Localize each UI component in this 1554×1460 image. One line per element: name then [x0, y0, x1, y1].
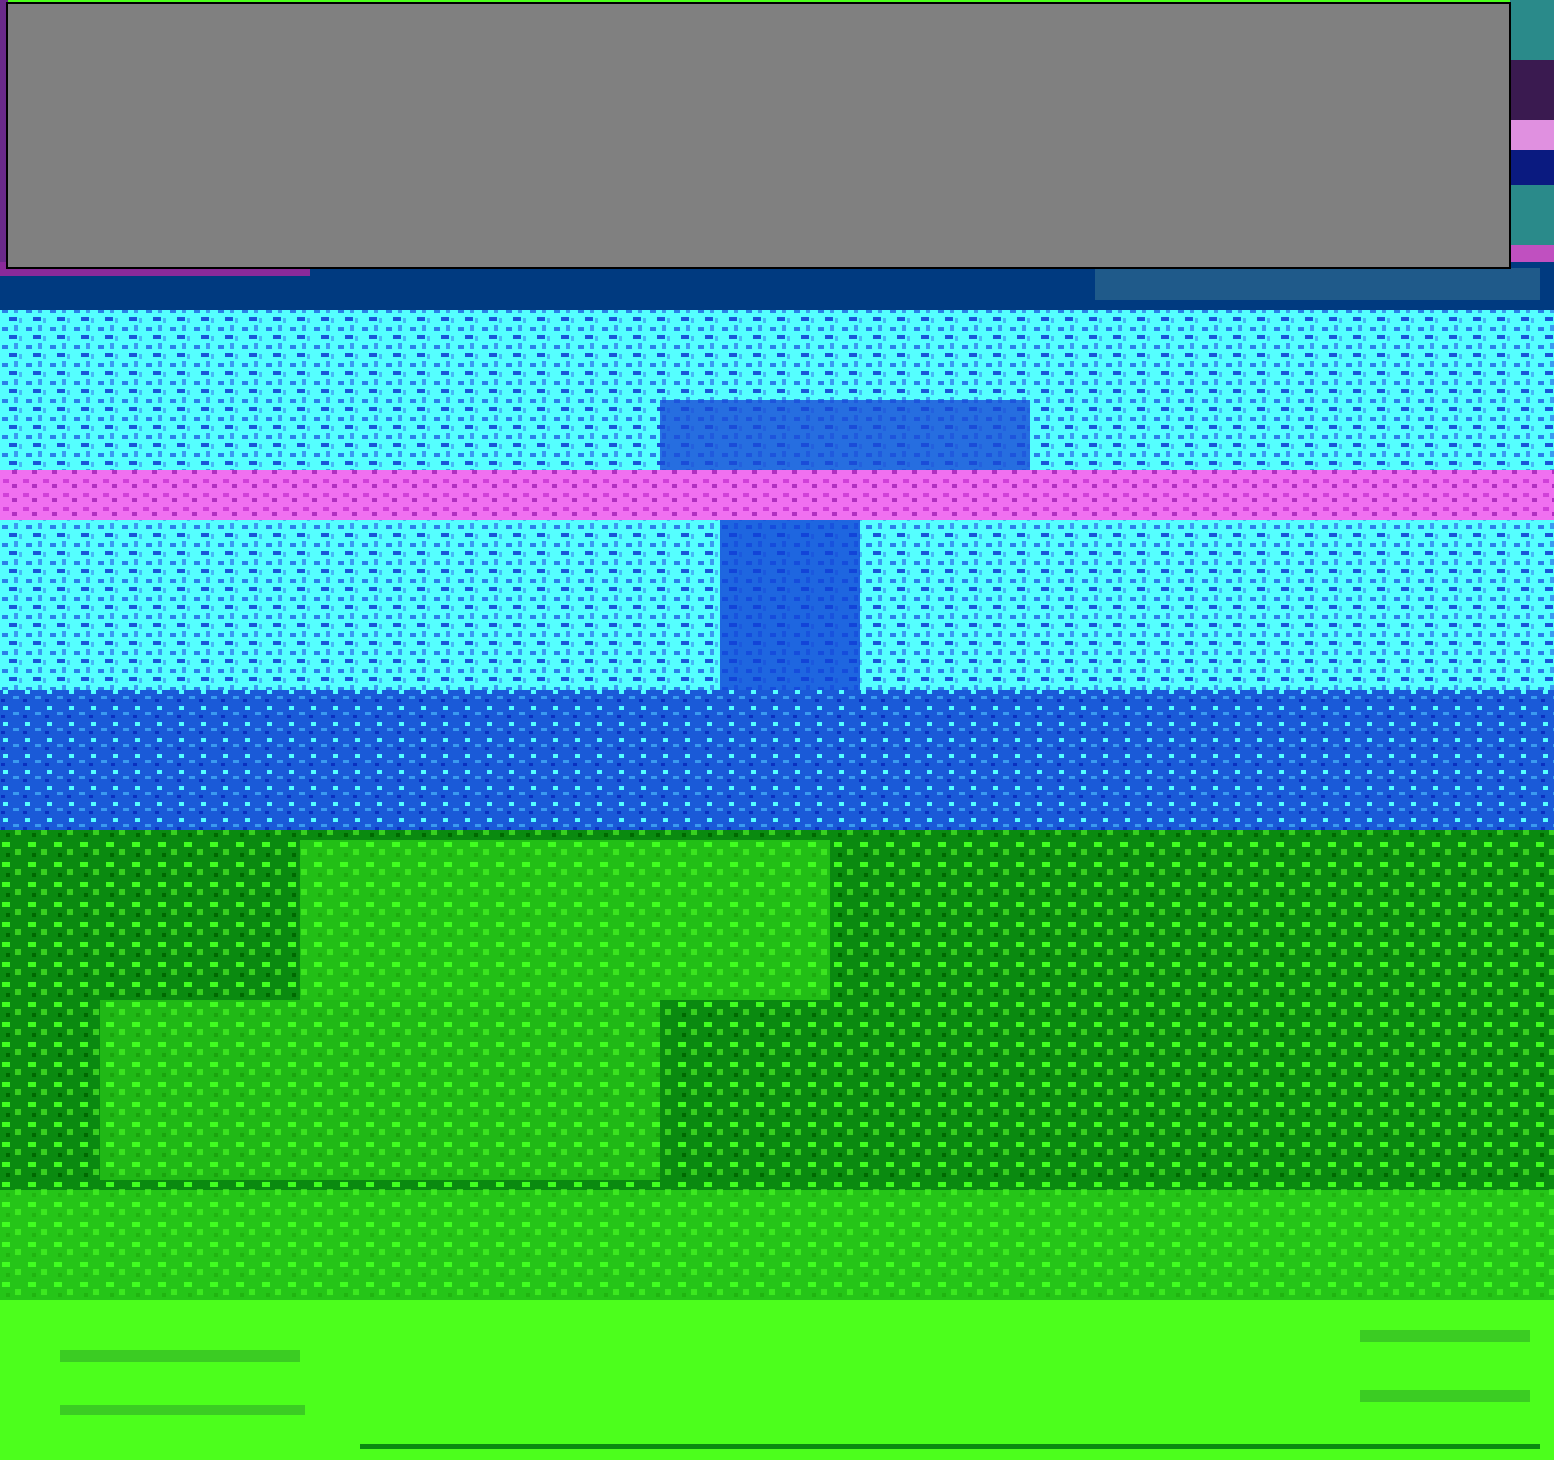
field-patch [300, 840, 830, 1000]
field-patch [100, 1000, 660, 1180]
footer-block [1360, 1390, 1530, 1402]
horizon [0, 690, 1554, 830]
footer-block [60, 1405, 305, 1415]
field-patch [0, 1190, 1554, 1300]
edge-strip [1510, 150, 1554, 185]
footer-block [1360, 1330, 1530, 1342]
nav-bar-segment [1095, 268, 1540, 300]
edge-strip [1510, 60, 1554, 120]
edge-strip [1510, 245, 1554, 265]
footer [0, 1300, 1554, 1460]
figure [720, 520, 860, 690]
footer-block [60, 1350, 300, 1362]
footer-line [360, 1444, 1540, 1449]
edge-strip [1510, 120, 1554, 150]
overlay-box [6, 2, 1511, 269]
edge-strip [0, 0, 8, 300]
figure [660, 400, 1030, 480]
stripe [0, 470, 1554, 520]
